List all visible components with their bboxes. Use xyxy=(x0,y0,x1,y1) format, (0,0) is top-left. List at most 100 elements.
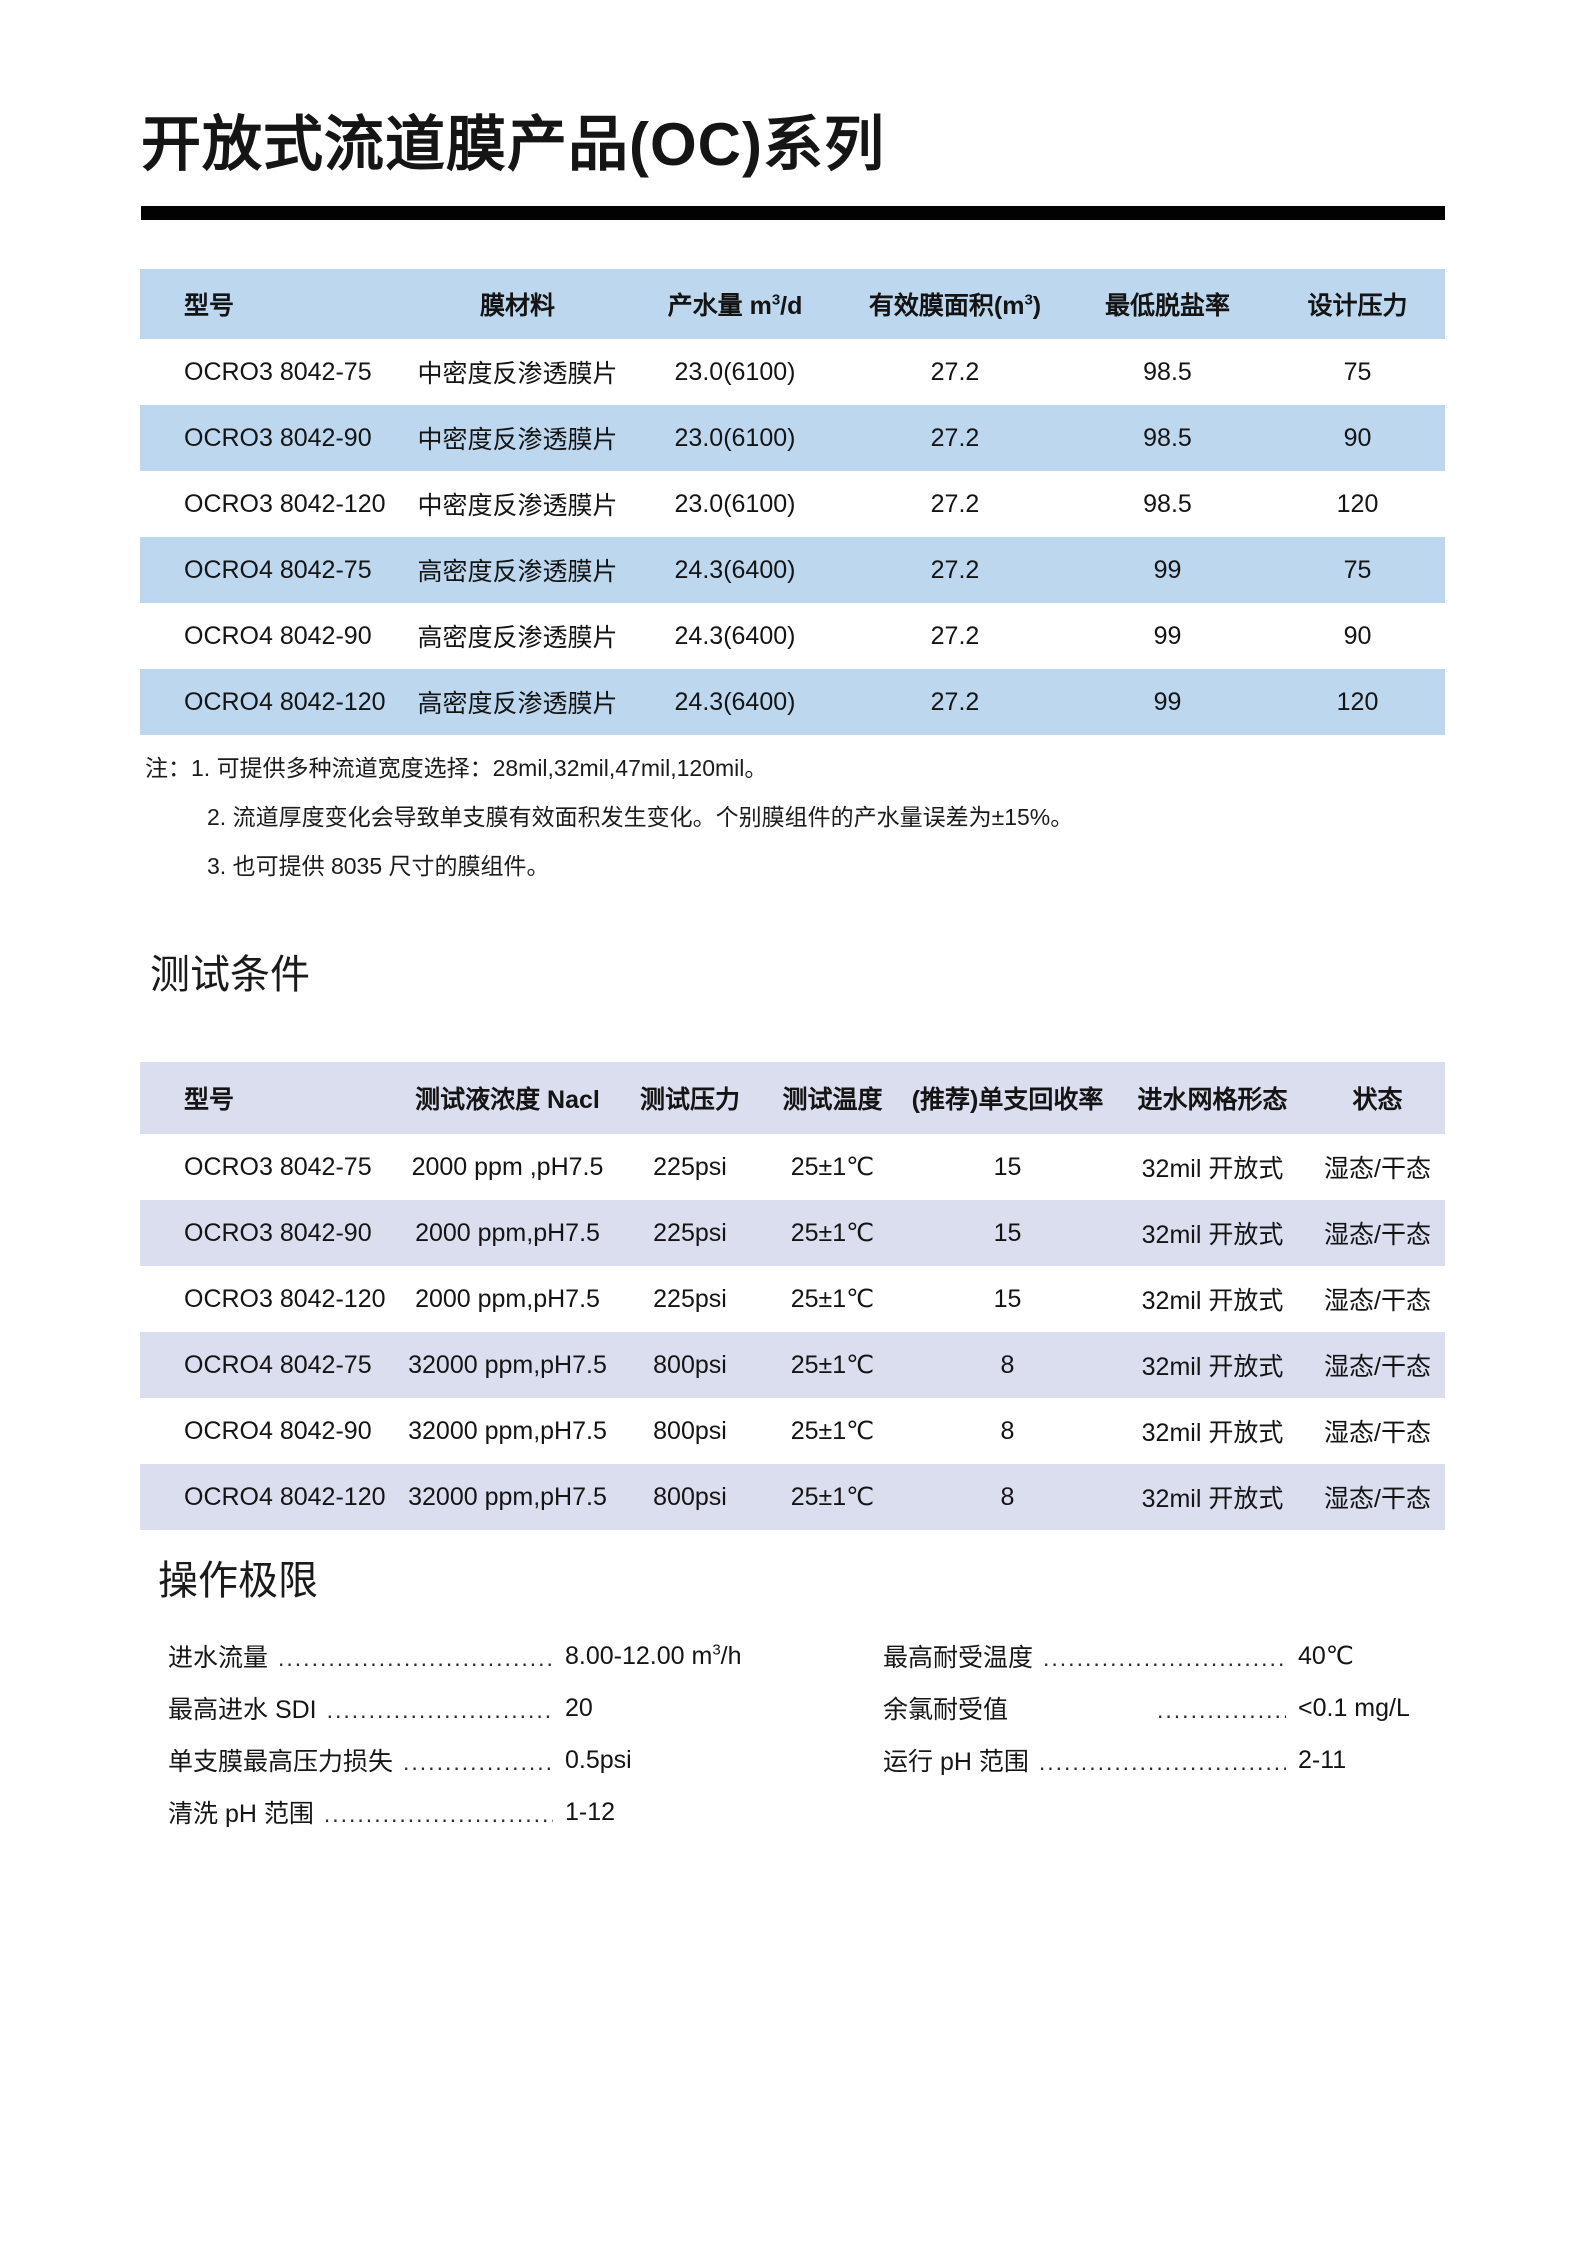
cell-area: 27.2 xyxy=(930,621,980,650)
operating-limits-right-column: 最高耐受温度 .................................… xyxy=(883,1630,1523,1786)
table-row: OCRO3 8042-90 中密度反渗透膜片 23.0(6100) 27.2 9… xyxy=(140,405,1445,471)
cell-test-pressure: 800psi xyxy=(653,1416,727,1445)
cell-material: 高密度反渗透膜片 xyxy=(417,558,618,586)
dot-leader: ........................................… xyxy=(1157,1697,1286,1723)
limit-value: 0.5psi xyxy=(565,1745,632,1774)
cell-nacl: 2000 ppm ,pH7.5 xyxy=(411,1152,604,1181)
cell-test-pressure: 225psi xyxy=(653,1152,727,1181)
limit-value: 1-12 xyxy=(565,1797,616,1826)
cell-material: 中密度反渗透膜片 xyxy=(417,426,618,454)
cell-nacl: 2000 ppm,pH7.5 xyxy=(415,1284,600,1313)
dot-leader: ........................................… xyxy=(403,1749,553,1775)
cell-nacl: 32000 ppm,pH7.5 xyxy=(408,1416,607,1445)
cell-model: OCRO4 8042-75 xyxy=(184,555,372,584)
cell-material: 中密度反渗透膜片 xyxy=(417,360,618,388)
cell-recovery: 15 xyxy=(993,1284,1022,1313)
cell-model: OCRO4 8042-120 xyxy=(184,687,386,716)
cell-material: 中密度反渗透膜片 xyxy=(417,492,618,520)
cell-rejection: 99 xyxy=(1153,687,1182,716)
limit-label: 最高耐受温度 xyxy=(883,1644,1034,1672)
table-row: OCRO4 8042-120 32000 ppm,pH7.5 800psi 25… xyxy=(140,1464,1445,1530)
cell-area: 27.2 xyxy=(930,357,980,386)
table-row: OCRO4 8042-75 32000 ppm,pH7.5 800psi 25±… xyxy=(140,1332,1445,1398)
limit-item-max-temperature: 最高耐受温度 .................................… xyxy=(883,1630,1523,1682)
table-row: OCRO3 8042-90 2000 ppm,pH7.5 225psi 25±1… xyxy=(140,1200,1445,1266)
limit-label: 最高进水 SDI xyxy=(168,1696,317,1724)
limit-label: 清洗 pH 范围 xyxy=(168,1800,314,1828)
limit-item-operating-ph: 运行 pH 范围 ...............................… xyxy=(883,1734,1523,1786)
cell-area: 27.2 xyxy=(930,555,980,584)
cell-state: 湿态/干态 xyxy=(1324,1485,1431,1513)
cell-test-temperature: 25±1℃ xyxy=(790,1483,875,1511)
limit-label: 运行 pH 范围 xyxy=(883,1748,1029,1776)
cell-state: 湿态/干态 xyxy=(1324,1155,1431,1183)
dot-leader: ........................................… xyxy=(278,1645,553,1671)
cell-model: OCRO3 8042-90 xyxy=(184,1218,372,1247)
dot-leader: ........................................… xyxy=(323,1801,553,1827)
cell-recovery: 15 xyxy=(993,1152,1022,1181)
table-row: OCRO4 8042-90 高密度反渗透膜片 24.3(6400) 27.2 9… xyxy=(140,603,1445,669)
table-header-row: 型号 膜材料 产水量 m3/d 有效膜面积(m3) 最低脱盐率 设计压力 xyxy=(140,269,1445,339)
cell-state: 湿态/干态 xyxy=(1324,1287,1431,1315)
page-title: 开放式流道膜产品(OC)系列 xyxy=(141,111,885,178)
col-header-area: 有效膜面积(m3) xyxy=(868,291,1042,320)
cell-test-temperature: 25±1℃ xyxy=(790,1351,875,1379)
col-header-pressure: 设计压力 xyxy=(1307,292,1408,320)
cell-spacer: 32mil 开放式 xyxy=(1141,1419,1284,1447)
cell-model: OCRO3 8042-90 xyxy=(184,423,372,452)
cell-model: OCRO4 8042-90 xyxy=(184,1416,372,1445)
col-header-recovery: (推荐)单支回收率 xyxy=(911,1086,1104,1114)
cell-nacl: 2000 ppm,pH7.5 xyxy=(415,1218,600,1247)
cell-model: OCRO3 8042-120 xyxy=(184,1284,386,1313)
cell-recovery: 8 xyxy=(1000,1482,1015,1511)
cell-rejection: 98.5 xyxy=(1143,357,1192,386)
cell-spacer: 32mil 开放式 xyxy=(1141,1287,1284,1315)
cell-area: 27.2 xyxy=(930,489,980,518)
cell-nacl: 32000 ppm,pH7.5 xyxy=(408,1350,607,1379)
table-header-row: 型号 测试液浓度 Nacl 测试压力 测试温度 (推荐)单支回收率 进水网格形态… xyxy=(140,1062,1445,1134)
cell-test-temperature: 25±1℃ xyxy=(790,1219,875,1247)
cell-model: OCRO3 8042-75 xyxy=(184,357,372,386)
cell-recovery: 8 xyxy=(1000,1350,1015,1379)
table-row: OCRO4 8042-120 高密度反渗透膜片 24.3(6400) 27.2 … xyxy=(140,669,1445,735)
col-header-test-temperature: 测试温度 xyxy=(782,1086,883,1114)
cell-nacl: 32000 ppm,pH7.5 xyxy=(408,1482,607,1511)
col-header-nacl: 测试液浓度 Nacl xyxy=(415,1086,600,1114)
limit-item-max-sdi: 最高进水 SDI ...............................… xyxy=(168,1682,788,1734)
col-header-model: 型号 xyxy=(184,292,235,320)
cell-state: 湿态/干态 xyxy=(1324,1353,1431,1381)
limit-item-feed-flow: 进水流量 ...................................… xyxy=(168,1630,788,1682)
cell-flow: 23.0(6100) xyxy=(674,489,796,518)
cell-test-temperature: 25±1℃ xyxy=(790,1417,875,1445)
cell-area: 27.2 xyxy=(930,687,980,716)
cell-test-pressure: 800psi xyxy=(653,1350,727,1379)
cell-test-pressure: 225psi xyxy=(653,1284,727,1313)
cell-spacer: 32mil 开放式 xyxy=(1141,1485,1284,1513)
table-row: OCRO4 8042-90 32000 ppm,pH7.5 800psi 25±… xyxy=(140,1398,1445,1464)
cell-pressure: 75 xyxy=(1343,357,1372,386)
cell-spacer: 32mil 开放式 xyxy=(1141,1155,1284,1183)
cell-rejection: 98.5 xyxy=(1143,423,1192,452)
cell-material: 高密度反渗透膜片 xyxy=(417,690,618,718)
col-header-flow: 产水量 m3/d xyxy=(667,291,803,320)
operating-limits-left-column: 进水流量 ...................................… xyxy=(168,1630,788,1838)
col-header-rejection: 最低脱盐率 xyxy=(1104,292,1230,320)
col-header-spacer: 进水网格形态 xyxy=(1137,1086,1288,1114)
section-title-test-conditions: 测试条件 xyxy=(150,953,310,997)
table-row: OCRO3 8042-120 2000 ppm,pH7.5 225psi 25±… xyxy=(140,1266,1445,1332)
table-row: OCRO4 8042-75 高密度反渗透膜片 24.3(6400) 27.2 9… xyxy=(140,537,1445,603)
cell-test-pressure: 225psi xyxy=(653,1218,727,1247)
col-header-test-pressure: 测试压力 xyxy=(639,1086,740,1114)
cell-rejection: 99 xyxy=(1153,555,1182,584)
cell-model: OCRO4 8042-120 xyxy=(184,1482,386,1511)
table-row: OCRO3 8042-120 中密度反渗透膜片 23.0(6100) 27.2 … xyxy=(140,471,1445,537)
cell-model: OCRO3 8042-120 xyxy=(184,489,386,518)
cell-test-pressure: 800psi xyxy=(653,1482,727,1511)
cell-model: OCRO3 8042-75 xyxy=(184,1152,372,1181)
cell-spacer: 32mil 开放式 xyxy=(1141,1353,1284,1381)
cell-pressure: 120 xyxy=(1336,489,1379,518)
cell-model: OCRO4 8042-90 xyxy=(184,621,372,650)
section-title-operating-limits: 操作极限 xyxy=(158,1559,318,1603)
table-row: OCRO3 8042-75 2000 ppm ,pH7.5 225psi 25±… xyxy=(140,1134,1445,1200)
